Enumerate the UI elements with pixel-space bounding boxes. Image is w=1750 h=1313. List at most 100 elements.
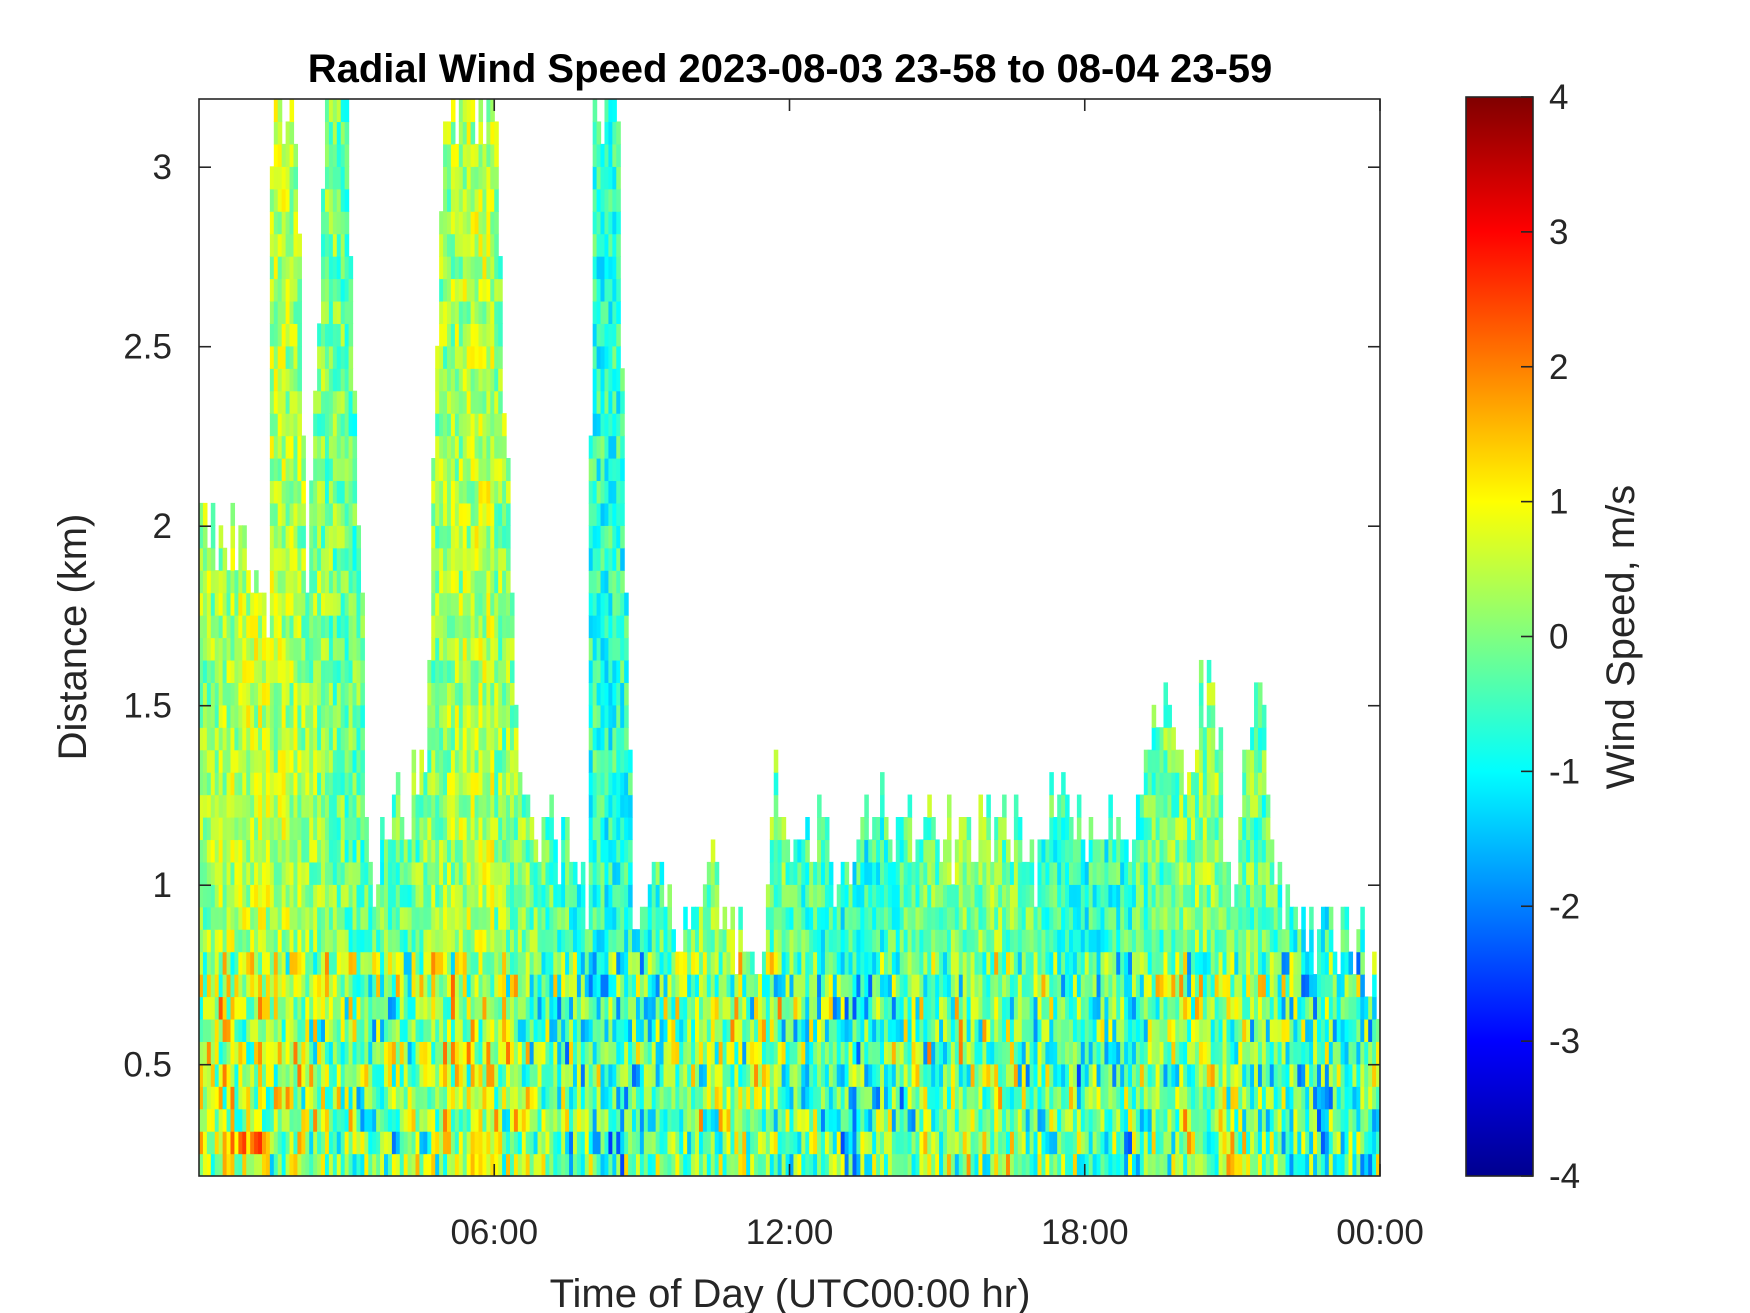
heatmap-cell	[840, 1131, 846, 1155]
heatmap-cell	[513, 1063, 519, 1087]
heatmap-cell	[1006, 1108, 1011, 1132]
heatmap-cell	[695, 1108, 700, 1132]
heatmap-cell	[718, 951, 724, 975]
heatmap-cell	[635, 1153, 641, 1176]
heatmap-cell	[962, 1131, 968, 1155]
heatmap-cell	[903, 817, 909, 841]
heatmap-cell	[608, 1086, 613, 1110]
heatmap-cell	[289, 1041, 295, 1065]
heatmap-cell	[600, 974, 606, 998]
heatmap-cell	[364, 1153, 369, 1176]
heatmap-cell	[663, 906, 669, 930]
heatmap-cell	[494, 772, 499, 796]
heatmap-cell	[647, 951, 653, 975]
heatmap-cell	[801, 1063, 806, 1087]
heatmap-cell	[895, 996, 901, 1020]
heatmap-cell	[285, 570, 291, 594]
heatmap-cell	[238, 592, 243, 616]
heatmap-cell	[344, 749, 350, 773]
heatmap-cell	[332, 278, 338, 302]
heatmap-cell	[364, 906, 369, 930]
heatmap-cell	[510, 929, 515, 953]
heatmap-cell	[805, 974, 810, 998]
heatmap-cell	[655, 951, 661, 975]
heatmap-cell	[281, 547, 287, 571]
heatmap-cell	[1006, 1086, 1011, 1110]
heatmap-cell	[856, 1131, 861, 1155]
heatmap-cell	[820, 929, 826, 953]
heatmap-cell	[376, 1131, 381, 1155]
heatmap-cell	[923, 1018, 928, 1042]
heatmap-cell	[458, 323, 464, 347]
heatmap-cell	[474, 615, 480, 639]
heatmap-cell	[285, 659, 291, 683]
heatmap-cell	[817, 996, 822, 1020]
heatmap-cell	[734, 974, 739, 998]
heatmap-cell	[344, 233, 350, 257]
heatmap-cell	[344, 951, 350, 975]
heatmap-cell	[565, 1086, 570, 1110]
heatmap-cell	[1002, 1018, 1007, 1042]
heatmap-cell	[742, 1131, 747, 1155]
heatmap-cell	[348, 480, 354, 504]
heatmap-cell	[738, 1018, 743, 1042]
heatmap-cell	[482, 256, 487, 280]
heatmap-cell	[301, 1063, 306, 1087]
heatmap-cell	[994, 951, 999, 975]
heatmap-cell	[277, 951, 283, 975]
heatmap-cell	[466, 256, 472, 280]
heatmap-cell	[486, 166, 491, 190]
heatmap-cell	[321, 794, 326, 818]
heatmap-cell	[565, 861, 570, 885]
heatmap-cell	[293, 704, 299, 728]
heatmap-cell	[612, 502, 617, 526]
heatmap-cell	[1006, 951, 1011, 975]
heatmap-cell	[466, 345, 472, 369]
heatmap-cell	[1002, 861, 1007, 885]
heatmap-cell	[510, 1131, 515, 1155]
heatmap-cell	[352, 458, 358, 482]
heatmap-cell	[399, 884, 405, 908]
heatmap-cell	[1061, 1018, 1066, 1042]
heatmap-cell	[242, 1153, 247, 1176]
heatmap-cell	[990, 974, 995, 998]
heatmap-cell	[301, 682, 306, 706]
heatmap-cell	[990, 1086, 995, 1110]
heatmap-cell	[482, 772, 487, 796]
heatmap-cell	[887, 1086, 893, 1110]
heatmap-cell	[608, 547, 613, 571]
heatmap-cell	[324, 817, 330, 841]
heatmap-cell	[242, 615, 247, 639]
heatmap-cell	[1065, 951, 1070, 975]
heatmap-cell	[592, 682, 598, 706]
heatmap-cell	[828, 951, 834, 975]
heatmap-cell	[470, 906, 476, 930]
heatmap-cell	[309, 839, 314, 863]
heatmap-cell	[994, 1063, 999, 1087]
heatmap-cell	[706, 1086, 712, 1110]
heatmap-cell	[517, 996, 523, 1020]
heatmap-cell	[387, 951, 393, 975]
heatmap-cell	[506, 637, 511, 661]
heatmap-cell	[659, 1086, 665, 1110]
heatmap-cell	[238, 817, 243, 841]
heatmap-cell	[407, 1018, 413, 1042]
heatmap-cell	[939, 1063, 944, 1087]
heatmap-cell	[718, 929, 724, 953]
heatmap-cell	[1025, 906, 1031, 930]
heatmap-cell	[447, 166, 452, 190]
heatmap-cell	[541, 839, 547, 863]
heatmap-cell	[576, 1153, 582, 1176]
heatmap-cell	[254, 1041, 259, 1065]
heatmap-cell	[462, 547, 468, 571]
heatmap-cell	[360, 682, 365, 706]
heatmap-cell	[1009, 929, 1015, 953]
heatmap-cell	[466, 458, 472, 482]
heatmap-cell	[659, 861, 665, 885]
heatmap-cell	[218, 951, 224, 975]
heatmap-cell	[596, 929, 602, 953]
heatmap-cell	[474, 345, 480, 369]
heatmap-cell	[202, 682, 208, 706]
heatmap-cell	[340, 704, 346, 728]
heatmap-cell	[490, 502, 495, 526]
